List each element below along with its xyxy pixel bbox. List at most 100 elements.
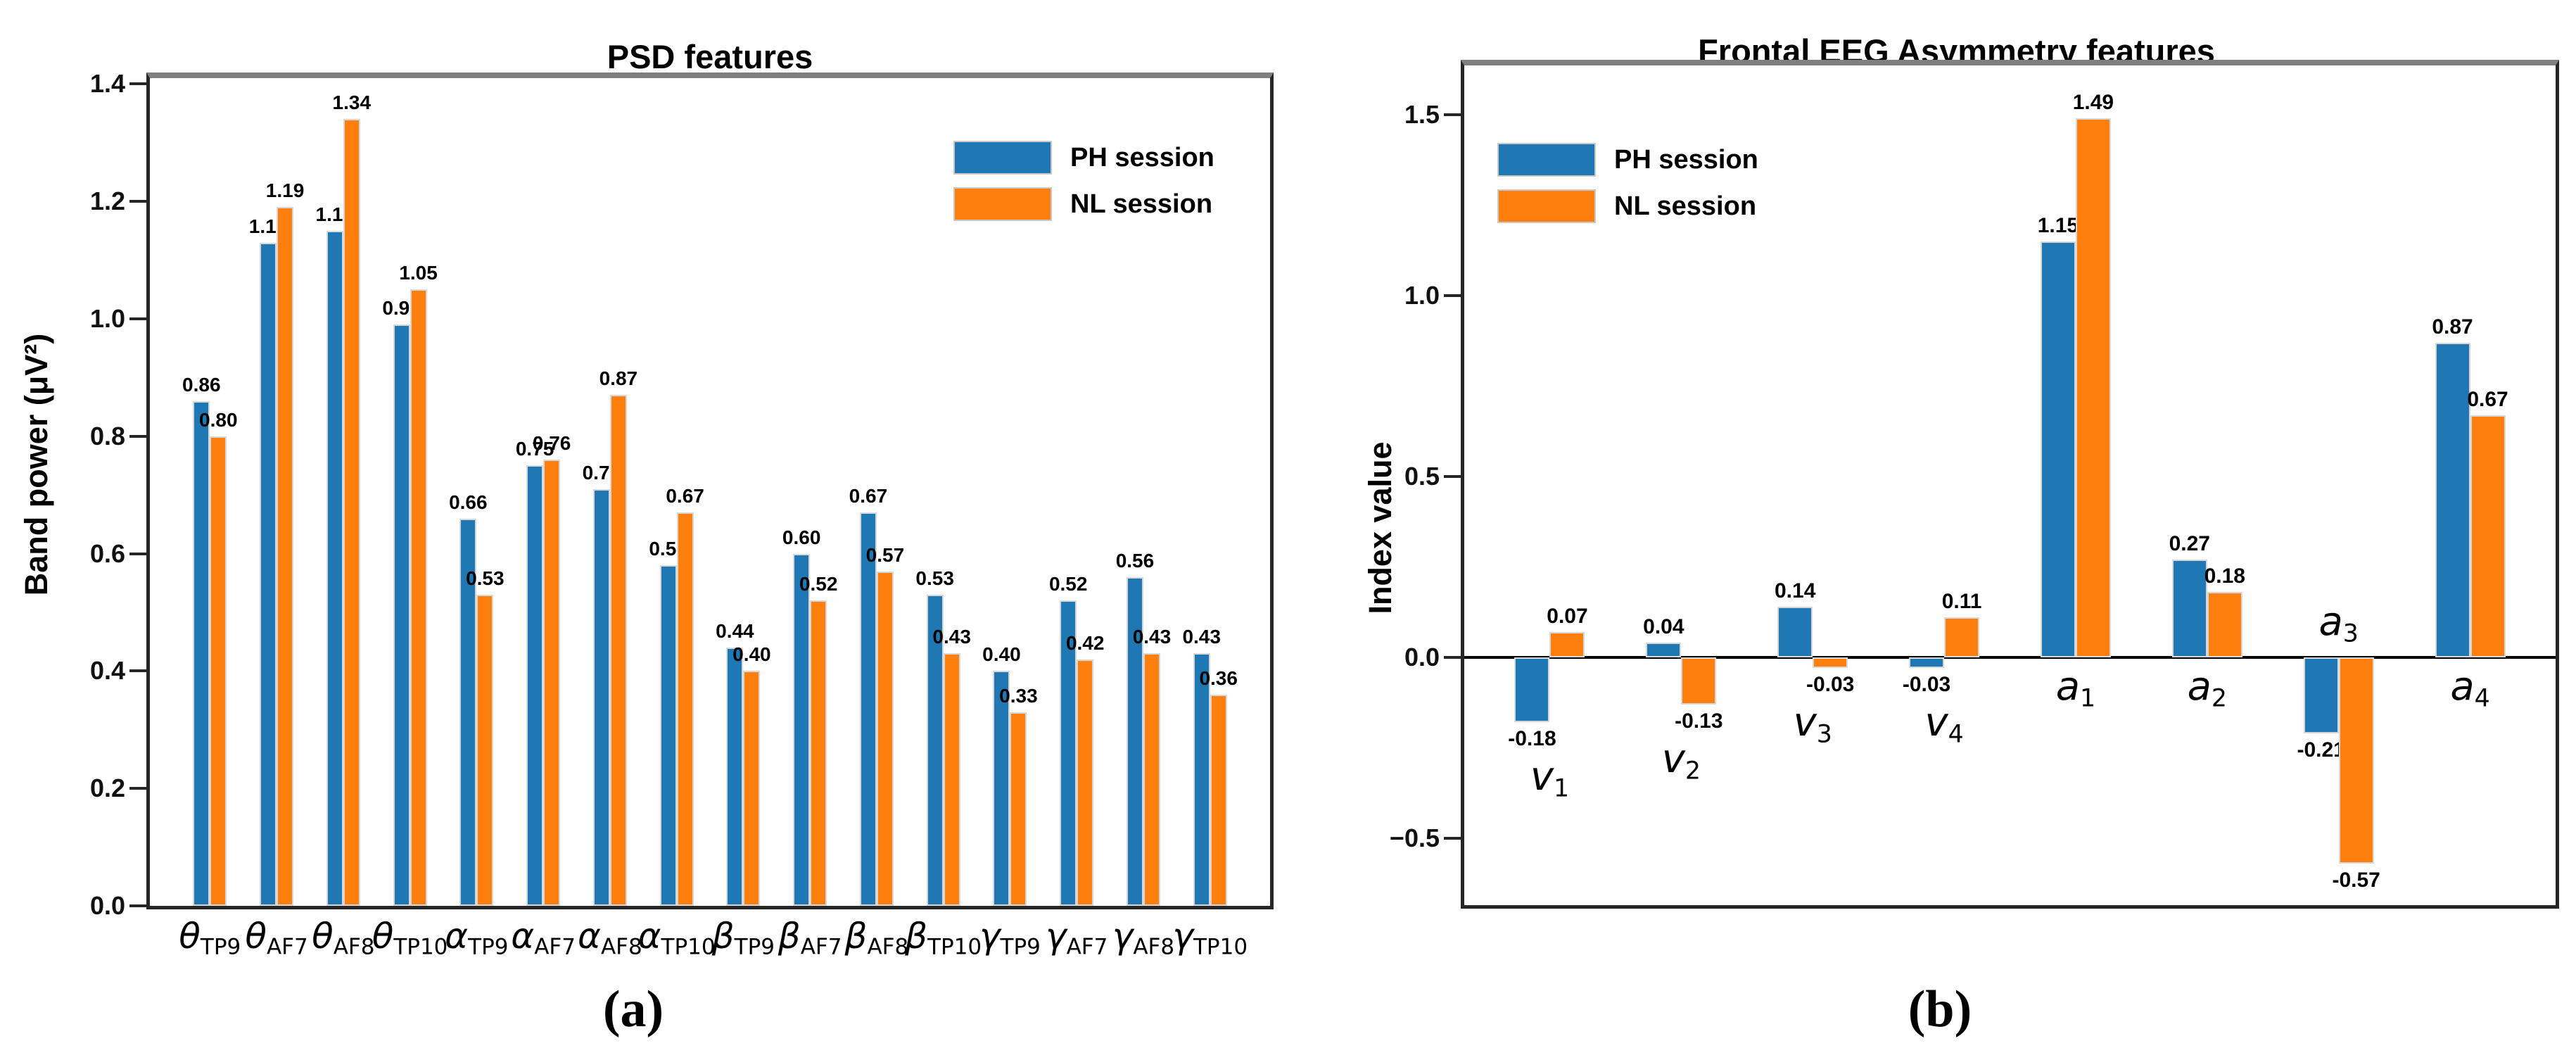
ph-session-bar — [2435, 342, 2470, 657]
x-category-label: γTP9 — [979, 916, 1041, 960]
y-tick-label: 0.0 — [89, 891, 125, 920]
y-tick — [129, 669, 146, 673]
nl-session-bar — [609, 395, 627, 906]
ph-session-swatch-icon — [953, 141, 1052, 175]
nl-session-bar — [943, 653, 960, 906]
ph-session-bar — [2040, 241, 2076, 657]
bar-value-label: 0.18 — [2204, 564, 2245, 588]
legend-item-ph: PH session — [953, 141, 1214, 175]
bar-value-label: -0.03 — [1902, 673, 1951, 697]
bar-value-label: -0.13 — [1675, 709, 1723, 733]
x-category-label: a2 — [2187, 663, 2228, 713]
y-tick — [129, 552, 146, 555]
x-category-label: βTP10 — [905, 916, 982, 960]
bar-value-label: 0.11 — [1941, 590, 1982, 614]
bar-value-label: -0.18 — [1508, 727, 1556, 751]
nl-session-bar — [1681, 657, 1717, 705]
x-category-label: γTP10 — [1172, 916, 1248, 960]
x-category-label: αTP9 — [445, 916, 509, 960]
legend-label: PH session — [1614, 144, 1758, 175]
nl-session-swatch-icon — [953, 187, 1052, 221]
bar-value-label: 0.43 — [932, 626, 971, 648]
x-category-label: θAF8 — [312, 916, 375, 960]
y-tick-label: 0.2 — [89, 774, 125, 803]
bar-value-label: -0.03 — [1806, 673, 1855, 697]
ph-session-bar — [859, 512, 877, 906]
nl-session-bar — [676, 512, 694, 906]
x-category-label: γAF7 — [1046, 916, 1108, 960]
bar-value-label: 0.43 — [1132, 626, 1172, 648]
chart-title: PSD features — [607, 38, 813, 75]
ph-session-bar — [793, 553, 811, 906]
bar-value-label: 1.49 — [2072, 91, 2114, 115]
legend-label: NL session — [1614, 191, 1757, 221]
bar-value-label: 0.27 — [2169, 532, 2210, 556]
x-category-label: a4 — [2450, 663, 2490, 713]
y-tick — [129, 904, 146, 907]
nl-session-bar — [2075, 118, 2111, 657]
ph-session-bar — [2303, 657, 2339, 733]
legend-label: PH session — [1070, 142, 1214, 172]
nl-session-bar — [277, 207, 294, 906]
ph-session-bar — [459, 518, 477, 906]
legend-label: NL session — [1070, 189, 1213, 219]
x-category-label: v3 — [1793, 700, 1832, 750]
nl-session-bar — [810, 600, 827, 906]
y-tick — [1444, 474, 1461, 478]
x-category-label: a3 — [2318, 598, 2359, 648]
asymmetry-plot-area: −0.5 0.0 0.5 1.0 1.5 -0.18 0.04 0.14 -0.03 1.15 0.… — [1390, 60, 2559, 909]
y-tick-label: 0.6 — [89, 538, 125, 568]
nl-session-swatch-icon — [1497, 189, 1596, 223]
ph-session-bar — [260, 242, 277, 906]
y-tick — [129, 82, 146, 86]
x-category-label: θTP9 — [179, 916, 241, 960]
y-tick-label: 1.0 — [89, 303, 125, 333]
nl-session-bar — [1944, 617, 1980, 657]
bar-value-label: -0.57 — [2332, 868, 2380, 892]
bar-value-label: 0.80 — [199, 408, 238, 431]
y-tick-label: 1.2 — [89, 187, 125, 216]
y-tick-label: 1.4 — [89, 69, 125, 99]
bar-value-label: 0.42 — [1065, 631, 1105, 654]
nl-session-bar — [343, 119, 360, 906]
ph-session-bar — [193, 400, 210, 906]
legend: PH session NL session — [953, 141, 1214, 234]
nl-session-bar — [210, 436, 227, 906]
ph-session-bar — [1193, 653, 1210, 906]
bar-value-label: 0.52 — [799, 573, 838, 595]
nl-session-bar — [1210, 694, 1227, 906]
nl-session-bar — [743, 671, 761, 906]
y-tick-label: 0.4 — [89, 656, 125, 686]
ph-session-bar — [1126, 576, 1143, 906]
ph-session-bar — [526, 465, 544, 906]
psd-plot-area: 0.0 0.2 0.4 0.6 0.8 1.0 1.2 1.4 0.86 1.13 1.15 0.99… — [90, 70, 1274, 960]
bar-value-label: 1.34 — [332, 92, 372, 114]
y-tick-label: 0.5 — [1404, 461, 1440, 491]
ph-session-bar — [993, 671, 1010, 906]
bar-value-label: 0.44 — [716, 620, 754, 643]
bar-value-label: 0.57 — [865, 543, 905, 566]
ph-session-bar — [393, 324, 410, 906]
bar-value-label: 0.43 — [1182, 626, 1221, 648]
bar-value-label: 0.67 — [2467, 387, 2508, 411]
x-category-label: βAF8 — [844, 916, 909, 960]
zero-axis-line — [1464, 655, 2556, 659]
x-category-label: a1 — [2055, 663, 2096, 713]
bar-value-label: 0.75 — [515, 438, 554, 460]
bar-value-label: 1.19 — [265, 179, 305, 202]
bar-value-label: 0.07 — [1547, 604, 1588, 628]
subfigure-caption-a: (a) — [602, 980, 664, 1038]
bar-value-label: 0.67 — [849, 485, 888, 507]
subfigure-caption-b: (b) — [1908, 980, 1972, 1038]
bar-value-label: 1.05 — [399, 262, 438, 284]
ph-session-bar — [2171, 560, 2207, 657]
bar-value-label: 0.87 — [599, 367, 638, 390]
x-category-label: αAF7 — [511, 916, 576, 960]
x-category-label: v1 — [1530, 754, 1570, 804]
x-category-label: θAF7 — [245, 916, 308, 960]
ph-session-bar — [1909, 657, 1945, 669]
bar-value-label: 0.56 — [1115, 549, 1155, 572]
nl-session-bar — [2207, 592, 2242, 657]
y-tick — [1444, 655, 1461, 659]
